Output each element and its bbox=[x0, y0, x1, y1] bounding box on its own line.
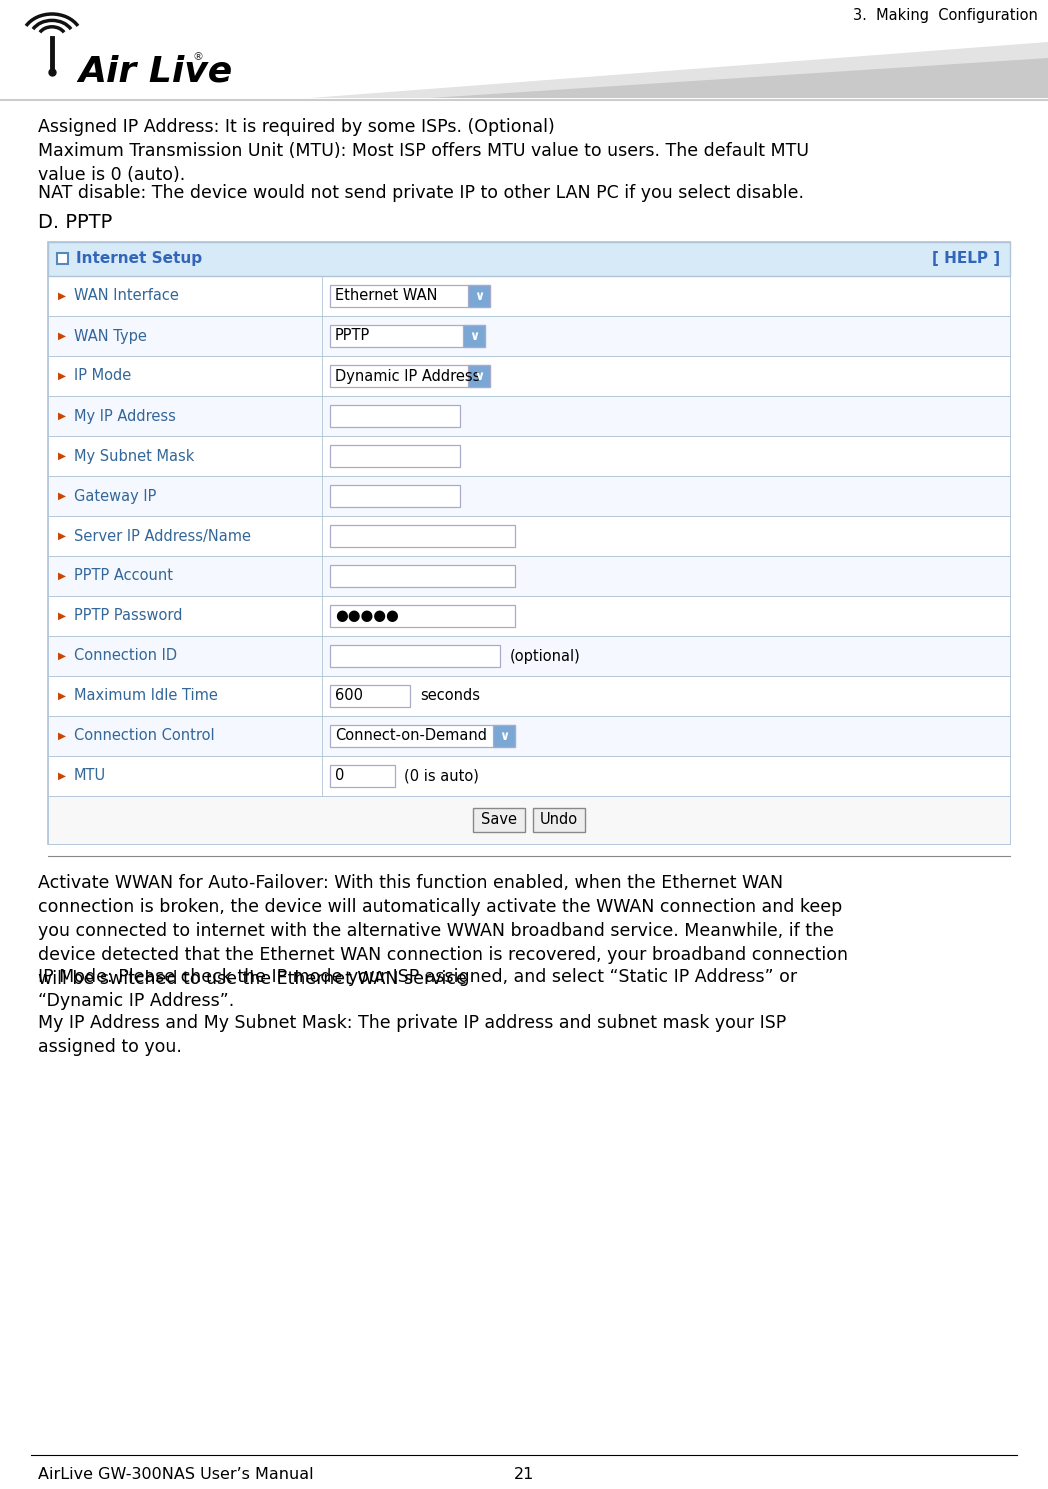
Text: PPTP Account: PPTP Account bbox=[74, 569, 173, 584]
Text: (0 is auto): (0 is auto) bbox=[403, 768, 479, 783]
Text: ▶: ▶ bbox=[58, 651, 66, 661]
Bar bbox=[48, 243, 1010, 844]
Bar bbox=[330, 284, 490, 307]
Text: Dynamic IP Address: Dynamic IP Address bbox=[335, 368, 480, 384]
Text: Connection ID: Connection ID bbox=[74, 649, 177, 664]
Bar bbox=[330, 325, 485, 347]
Polygon shape bbox=[310, 42, 1048, 98]
Text: ▶: ▶ bbox=[58, 411, 66, 421]
Text: 21: 21 bbox=[514, 1467, 534, 1482]
Text: ▶: ▶ bbox=[58, 771, 66, 782]
Bar bbox=[330, 526, 515, 546]
Bar bbox=[48, 636, 1010, 676]
Text: Internet Setup: Internet Setup bbox=[77, 252, 202, 267]
Bar bbox=[330, 564, 515, 587]
Text: ▶: ▶ bbox=[58, 290, 66, 301]
Bar bbox=[330, 765, 395, 788]
Text: ▶: ▶ bbox=[58, 570, 66, 581]
Text: D. PPTP: D. PPTP bbox=[38, 213, 112, 232]
Bar bbox=[48, 476, 1010, 517]
Text: ®: ® bbox=[193, 52, 204, 63]
Text: Undo: Undo bbox=[540, 813, 578, 828]
Bar bbox=[48, 596, 1010, 636]
Text: 3.  Making  Configuration: 3. Making Configuration bbox=[853, 7, 1038, 22]
Text: ▶: ▶ bbox=[58, 451, 66, 462]
Text: PPTP: PPTP bbox=[335, 329, 370, 344]
Text: ▶: ▶ bbox=[58, 610, 66, 621]
Bar bbox=[533, 809, 585, 832]
Text: ∨: ∨ bbox=[499, 730, 509, 743]
Bar bbox=[48, 756, 1010, 797]
Text: ▶: ▶ bbox=[58, 371, 66, 381]
Text: Maximum Transmission Unit (MTU): Most ISP offers MTU value to users. The default: Maximum Transmission Unit (MTU): Most IS… bbox=[38, 141, 809, 185]
Text: ∨: ∨ bbox=[474, 289, 484, 302]
Text: ▶: ▶ bbox=[58, 731, 66, 742]
Text: NAT disable: The device would not send private IP to other LAN PC if you select : NAT disable: The device would not send p… bbox=[38, 185, 804, 203]
Text: Server IP Address/Name: Server IP Address/Name bbox=[74, 529, 252, 543]
Text: ▶: ▶ bbox=[58, 691, 66, 701]
Bar bbox=[330, 445, 460, 468]
Text: IP Mode: IP Mode bbox=[74, 368, 131, 384]
Bar bbox=[330, 725, 515, 747]
Bar bbox=[48, 243, 1010, 275]
Bar bbox=[48, 316, 1010, 356]
Bar bbox=[48, 436, 1010, 476]
Bar bbox=[48, 716, 1010, 756]
Text: MTU: MTU bbox=[74, 768, 106, 783]
Bar bbox=[48, 396, 1010, 436]
Text: My IP Address and My Subnet Mask: The private IP address and subnet mask your IS: My IP Address and My Subnet Mask: The pr… bbox=[38, 1014, 786, 1056]
Text: ▶: ▶ bbox=[58, 532, 66, 541]
Text: ▶: ▶ bbox=[58, 331, 66, 341]
Text: PPTP Password: PPTP Password bbox=[74, 609, 182, 624]
Text: ●●●●●: ●●●●● bbox=[335, 609, 398, 624]
Bar bbox=[48, 676, 1010, 716]
Text: [ HELP ]: [ HELP ] bbox=[932, 252, 1000, 267]
Bar bbox=[493, 725, 515, 747]
Bar bbox=[330, 365, 490, 387]
Text: My Subnet Mask: My Subnet Mask bbox=[74, 448, 194, 463]
Text: Assigned IP Address: It is required by some ISPs. (Optional): Assigned IP Address: It is required by s… bbox=[38, 118, 554, 135]
Text: Gateway IP: Gateway IP bbox=[74, 488, 156, 503]
Bar bbox=[48, 517, 1010, 555]
Text: AirLive GW-300NAS User’s Manual: AirLive GW-300NAS User’s Manual bbox=[38, 1467, 313, 1482]
Bar bbox=[330, 605, 515, 627]
Bar bbox=[48, 797, 1010, 844]
Text: My IP Address: My IP Address bbox=[74, 408, 176, 423]
Bar bbox=[330, 405, 460, 427]
Text: ▶: ▶ bbox=[58, 491, 66, 500]
Text: (optional): (optional) bbox=[510, 649, 581, 664]
Text: Connect-on-Demand: Connect-on-Demand bbox=[335, 728, 487, 743]
Text: WAN Type: WAN Type bbox=[74, 329, 147, 344]
Text: IP Mode: Please check the IP mode your ISP assigned, and select “Static IP Addre: IP Mode: Please check the IP mode your I… bbox=[38, 968, 798, 1010]
Bar bbox=[48, 275, 1010, 316]
Text: ∨: ∨ bbox=[468, 329, 479, 342]
Text: seconds: seconds bbox=[420, 688, 480, 703]
Bar bbox=[468, 284, 490, 307]
Bar bbox=[48, 555, 1010, 596]
Polygon shape bbox=[430, 58, 1048, 98]
Text: Connection Control: Connection Control bbox=[74, 728, 215, 743]
Bar bbox=[468, 365, 490, 387]
Text: ∨: ∨ bbox=[474, 369, 484, 383]
Text: Maximum Idle Time: Maximum Idle Time bbox=[74, 688, 218, 703]
Text: Ethernet WAN: Ethernet WAN bbox=[335, 289, 437, 304]
Bar bbox=[330, 685, 410, 707]
Bar bbox=[330, 485, 460, 506]
Bar bbox=[57, 253, 68, 264]
Text: 0: 0 bbox=[335, 768, 345, 783]
Bar bbox=[473, 809, 525, 832]
Text: 600: 600 bbox=[335, 688, 363, 703]
Bar bbox=[463, 325, 485, 347]
Text: WAN Interface: WAN Interface bbox=[74, 289, 179, 304]
Text: Activate WWAN for Auto-Failover: With this function enabled, when the Ethernet W: Activate WWAN for Auto-Failover: With th… bbox=[38, 874, 848, 987]
Text: Save: Save bbox=[481, 813, 517, 828]
Text: Air Live: Air Live bbox=[78, 54, 233, 88]
Bar bbox=[48, 356, 1010, 396]
Bar bbox=[330, 645, 500, 667]
